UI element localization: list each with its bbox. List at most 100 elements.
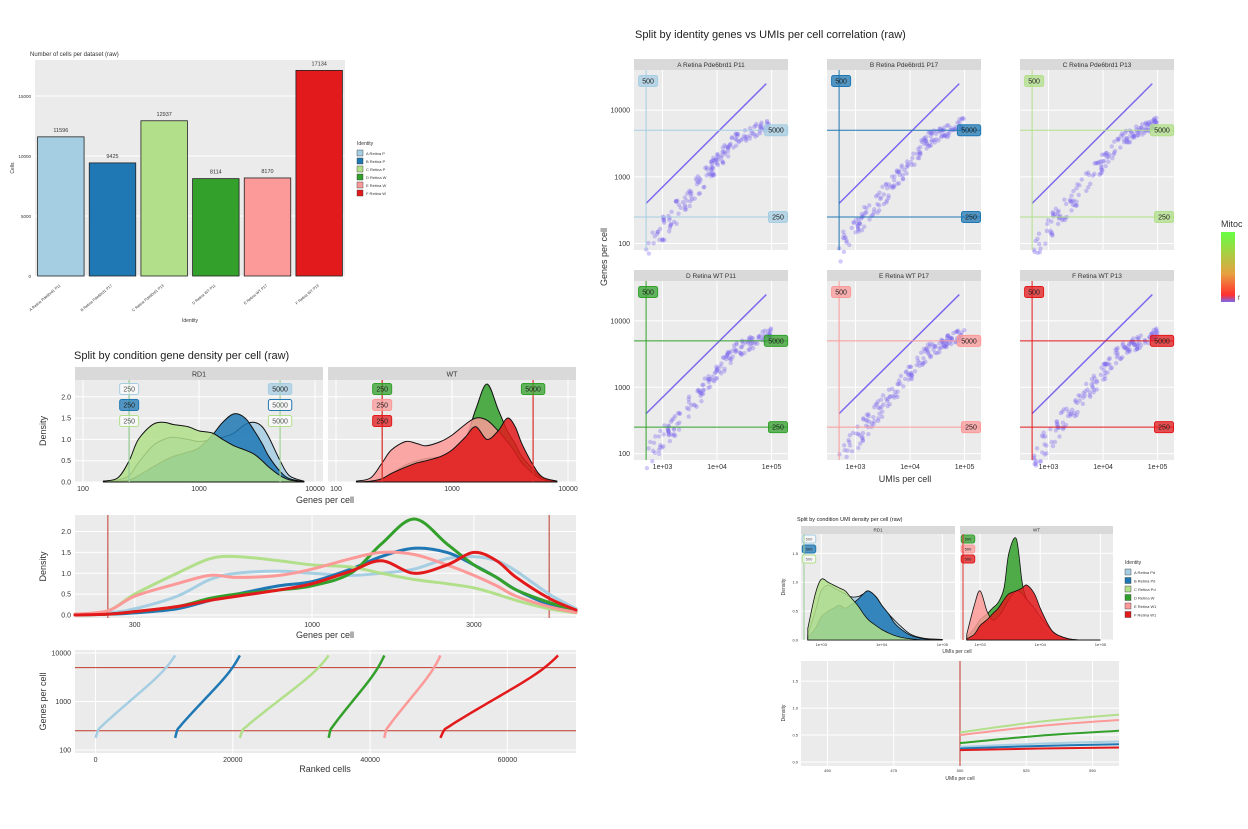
overlay-y-tick-label: 0.0 — [61, 613, 71, 620]
scatter-point — [940, 341, 946, 346]
scatter-point — [900, 172, 906, 178]
scatter-point — [1128, 133, 1133, 138]
scatter-point — [1112, 150, 1117, 156]
scatter-point — [1097, 159, 1102, 165]
scatter-point — [851, 220, 856, 225]
scatter-point — [721, 160, 726, 166]
scatter-point — [1104, 150, 1109, 156]
scatter-point — [722, 369, 727, 374]
scatter-label-low-box — [1153, 421, 1175, 434]
scatter-point — [866, 413, 871, 419]
scatter-point — [1102, 152, 1107, 157]
bar-y-tick-label: 0 — [28, 274, 31, 279]
scatter-point — [849, 449, 855, 454]
scatter-point — [903, 376, 908, 382]
scatter-point — [687, 188, 692, 194]
scatter-point — [652, 234, 657, 239]
scatter-point — [841, 229, 846, 234]
bar-legend-key-D — [356, 173, 364, 181]
scatter-point — [699, 391, 705, 397]
scatter-point — [750, 130, 755, 136]
scatter-x-tick-label: 1e+05 — [955, 464, 975, 471]
umi-density-area-F — [966, 584, 1101, 641]
scatter-point — [860, 435, 865, 441]
scatter-point — [860, 437, 865, 443]
scatter-point — [666, 430, 671, 435]
scatter-label-umi-box — [638, 75, 659, 87]
scatter-point — [924, 346, 929, 351]
scatter-point — [682, 207, 688, 212]
scatter-point — [903, 370, 909, 375]
scatter-facet-label: C Retina Pde6brd1 P13 — [1063, 62, 1132, 69]
scatter-point — [709, 159, 714, 164]
scatter-point — [668, 419, 674, 424]
scatter-point — [1050, 233, 1055, 238]
scatter-point — [722, 152, 727, 157]
scatter-point — [960, 115, 965, 121]
scatter-point — [660, 237, 665, 242]
scatter-point — [922, 135, 927, 141]
scatter-point — [708, 171, 713, 177]
scatter-point — [1043, 434, 1048, 439]
scatter-point — [698, 393, 703, 398]
scatter-point — [932, 350, 938, 356]
scatter-point — [661, 220, 667, 225]
scatter-point — [893, 392, 898, 398]
scatter-point — [1088, 394, 1093, 400]
facet-strip-label: RD1 — [192, 372, 206, 379]
scatter-point — [714, 152, 720, 158]
scatter-point — [944, 343, 949, 348]
bar-y-tick-label: 5000 — [21, 214, 32, 219]
scatter-points — [837, 327, 967, 460]
overlay-line-A — [73, 554, 578, 616]
scatter-point — [946, 130, 952, 136]
scatter-point — [1068, 199, 1074, 205]
scatter-point — [1115, 353, 1120, 358]
scatter-point — [1149, 331, 1155, 336]
scatter-point — [928, 133, 933, 139]
umi-threshold-label-box — [801, 544, 817, 554]
scatter-point — [938, 345, 944, 350]
scatter-point — [667, 225, 673, 230]
scatter-point — [1101, 159, 1107, 164]
scatter-point — [1132, 135, 1137, 140]
scatter-point — [655, 229, 661, 235]
scatter-y-axis-label: Genes per cell — [599, 228, 609, 286]
ranked-x-tick-label: 20000 — [223, 757, 243, 764]
scatter-point — [1135, 343, 1140, 348]
scatter-point — [949, 341, 954, 347]
scatter-point — [1099, 152, 1105, 157]
bar-x-axis-label: Identity — [182, 318, 199, 324]
scatter-point — [855, 224, 861, 229]
scatter-point — [1036, 231, 1042, 236]
scatter-point — [935, 350, 940, 356]
scatter-point — [713, 376, 719, 381]
scatter-point — [666, 229, 672, 234]
scatter-point — [1107, 356, 1112, 361]
scatter-point — [704, 173, 709, 178]
scatter-point — [959, 117, 965, 122]
scatter-point — [722, 150, 728, 155]
scatter-point — [1153, 328, 1159, 333]
zoom-x-tick-label: 525 — [1023, 768, 1030, 773]
scatter-point — [945, 335, 950, 340]
scatter-point — [1124, 350, 1130, 355]
scatter-point — [1086, 185, 1091, 190]
scatter-point — [1040, 450, 1045, 455]
scatter-point — [746, 336, 752, 341]
scatter-label-umi-box — [1024, 286, 1045, 298]
scatter-point — [1032, 457, 1037, 462]
scatter-point — [758, 122, 764, 127]
scatter-point — [659, 445, 665, 450]
scatter-point — [1128, 341, 1134, 346]
scatter-point — [877, 405, 883, 411]
scatter-point — [728, 360, 733, 366]
scatter-point — [955, 328, 961, 333]
scatter-point — [863, 210, 868, 216]
scatter-point — [858, 216, 864, 221]
scatter-point — [754, 132, 760, 138]
threshold-label-low: 250 — [123, 386, 135, 393]
scatter-point — [723, 354, 729, 359]
scatter-point — [657, 444, 663, 450]
scatter-point — [1108, 366, 1113, 371]
